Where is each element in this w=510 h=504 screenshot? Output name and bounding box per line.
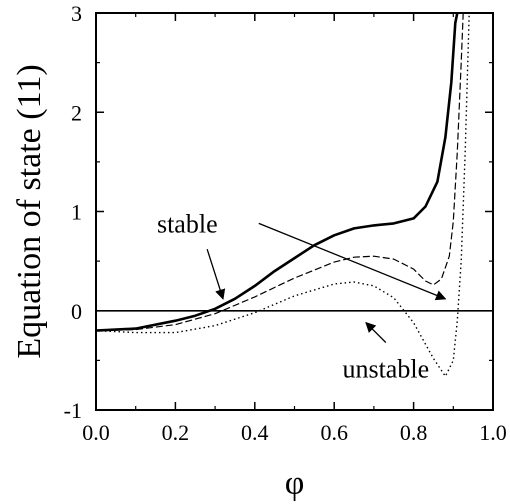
y-tick-label: 3 <box>71 1 82 26</box>
series-line-dashed <box>96 13 464 332</box>
x-tick-label: 0.8 <box>400 420 428 445</box>
annotation-arrow <box>365 321 387 343</box>
annotation-stable: stable <box>157 209 218 238</box>
series-line-dotted <box>96 13 470 377</box>
series-line-solid <box>96 13 459 332</box>
annotation-unstable: unstable <box>342 354 429 383</box>
annotation-layer: stable unstable <box>157 209 447 383</box>
x-tick-label: 0.0 <box>82 420 110 445</box>
x-tick-label: 1.0 <box>479 420 507 445</box>
y-tick-label: 0 <box>71 299 82 324</box>
plot-frame <box>95 12 494 411</box>
tick-layer: 0.0 0.2 0.4 0.6 0.8 1.0 -1 0 1 2 3 <box>64 1 507 445</box>
y-tick-label: 1 <box>71 200 82 225</box>
series-layer <box>96 13 493 377</box>
x-tick-label: 0.6 <box>320 420 348 445</box>
x-tick-label: 0.2 <box>162 420 190 445</box>
y-axis-label: Equation of state (11) <box>11 64 48 358</box>
annotation-arrow <box>258 222 447 301</box>
x-axis-label: φ <box>285 465 305 502</box>
y-tick-label: -1 <box>64 398 82 423</box>
y-tick-label: 2 <box>71 100 82 125</box>
x-tick-label: 0.4 <box>241 420 269 445</box>
annotation-arrow <box>206 249 226 300</box>
